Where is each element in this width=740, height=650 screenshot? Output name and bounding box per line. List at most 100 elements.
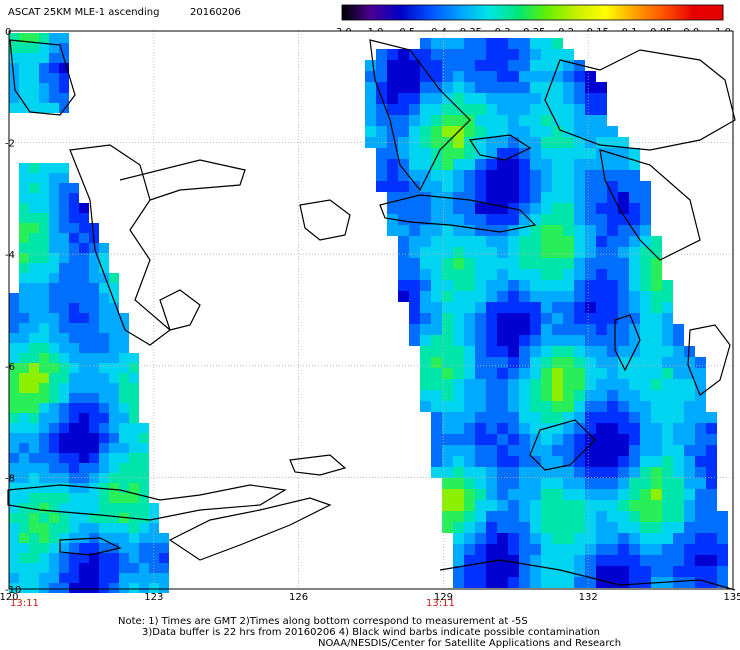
swath-cell <box>607 368 618 379</box>
swath-cell <box>9 563 19 573</box>
swath-cell <box>574 302 585 313</box>
swath-cell <box>530 313 541 324</box>
swath-cell <box>552 544 563 555</box>
swath-cell <box>508 280 519 291</box>
swath-cell <box>453 434 464 445</box>
colorbar-segment <box>429 5 460 20</box>
swath-cell <box>585 324 596 335</box>
swath-cell <box>618 346 629 357</box>
swath-cell <box>640 544 651 555</box>
swath-cell <box>585 500 596 511</box>
swath-cell <box>431 225 442 236</box>
swath-cell <box>607 214 618 225</box>
swath-cell <box>49 473 59 483</box>
swath-cell <box>530 390 541 401</box>
swath-cell <box>640 269 651 280</box>
swath-cell <box>552 467 563 478</box>
swath-cell <box>519 423 530 434</box>
swath-cell <box>29 273 39 283</box>
swath-cell <box>706 500 717 511</box>
swath-cell <box>109 453 119 463</box>
swath-cell <box>464 269 475 280</box>
swath-cell <box>409 302 420 313</box>
swath-cell <box>69 273 79 283</box>
swath-cell <box>59 533 69 543</box>
swath-cell <box>530 412 541 423</box>
swath-cell <box>99 413 109 423</box>
swath-cell <box>695 423 706 434</box>
swath-cell <box>607 401 618 412</box>
swath-cell <box>59 563 69 573</box>
swath-cell <box>109 323 119 333</box>
swath-cell <box>442 60 453 71</box>
swath-cell <box>39 503 49 513</box>
swath-cell <box>596 302 607 313</box>
swath-cell <box>420 390 431 401</box>
swath-cell <box>89 563 99 573</box>
swath-cell <box>119 533 129 543</box>
swath-cell <box>420 170 431 181</box>
swath-cell <box>99 473 109 483</box>
swath-cell <box>29 583 39 593</box>
colorbar-segment <box>342 5 372 20</box>
swath-cell <box>89 283 99 293</box>
swath-cell <box>19 413 29 423</box>
swath-cell <box>486 115 497 126</box>
swath-cell <box>29 353 39 363</box>
swath-cell <box>29 93 39 103</box>
swath-cell <box>109 563 119 573</box>
swath-cell <box>585 456 596 467</box>
swath-cell <box>39 523 49 533</box>
swath-cell <box>398 192 409 203</box>
swath-cell <box>651 291 662 302</box>
swath-cell <box>49 393 59 403</box>
swath-cell <box>464 291 475 302</box>
swath-cell <box>409 170 420 181</box>
swath-cell <box>9 583 19 593</box>
swath-cell <box>69 573 79 583</box>
swath-cell <box>453 137 464 148</box>
swath-cell <box>530 566 541 577</box>
longitude-labels: 120 123 126 129 132 135 <box>0 592 740 603</box>
swath-cell <box>79 393 89 403</box>
swath-cell <box>49 313 59 323</box>
swath-cell <box>695 379 706 390</box>
swath-cell <box>59 403 69 413</box>
swath-cell <box>59 73 69 83</box>
swath-cell <box>684 401 695 412</box>
swath-cell <box>552 115 563 126</box>
swath-cell <box>530 423 541 434</box>
swath-cell <box>508 60 519 71</box>
swath-cell <box>39 73 49 83</box>
swath-cell <box>574 335 585 346</box>
swath-cell <box>563 203 574 214</box>
swath-cell <box>695 555 706 566</box>
swath-cell <box>519 544 530 555</box>
swath-cell <box>49 223 59 233</box>
swath-cell <box>475 390 486 401</box>
swath-cell <box>49 183 59 193</box>
swath-cell <box>398 225 409 236</box>
swath-cell <box>39 493 49 503</box>
swath-cell <box>49 523 59 533</box>
swath-cell <box>19 223 29 233</box>
swath-cell <box>585 280 596 291</box>
swath-cell <box>662 412 673 423</box>
swath-cell <box>563 511 574 522</box>
swath-cell <box>508 192 519 203</box>
swath-cell <box>486 170 497 181</box>
swath-cell <box>706 555 717 566</box>
swath-cell <box>695 544 706 555</box>
swath-cell <box>475 324 486 335</box>
swath-cell <box>420 324 431 335</box>
swath-cell <box>19 403 29 413</box>
swath-cell <box>119 433 129 443</box>
swath-cell <box>486 456 497 467</box>
swath-cell <box>19 43 29 53</box>
swath-cell <box>99 433 109 443</box>
swath-cell <box>409 49 420 60</box>
swath-cell <box>519 104 530 115</box>
swath-cell <box>19 333 29 343</box>
swath-cell <box>563 555 574 566</box>
swath-cell <box>69 293 79 303</box>
